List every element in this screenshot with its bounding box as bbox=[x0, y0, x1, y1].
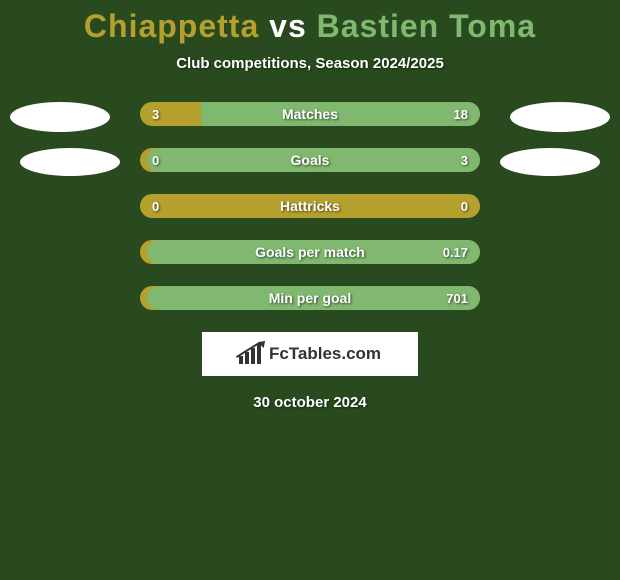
stat-row: 3 Matches 18 bbox=[0, 102, 620, 126]
stat-label: Matches bbox=[282, 106, 338, 122]
stat-bar: 0 Goals 3 bbox=[140, 148, 480, 172]
stat-bar: Goals per match 0.17 bbox=[140, 240, 480, 264]
stat-bar: 0 Hattricks 0 bbox=[140, 194, 480, 218]
stat-value-left: 0 bbox=[152, 153, 159, 168]
stat-label: Goals per match bbox=[255, 244, 365, 260]
stat-bar: Min per goal 701 bbox=[140, 286, 480, 310]
stat-value-right: 3 bbox=[461, 153, 468, 168]
stat-value-right: 0 bbox=[461, 199, 468, 214]
subtitle: Club competitions, Season 2024/2025 bbox=[0, 55, 620, 72]
stat-label: Goals bbox=[291, 152, 330, 168]
stat-row: 0 Hattricks 0 bbox=[0, 194, 620, 218]
stat-label: Min per goal bbox=[269, 290, 351, 306]
stat-row: Goals per match 0.17 bbox=[0, 240, 620, 264]
stat-label: Hattricks bbox=[280, 198, 340, 214]
stat-value-right: 18 bbox=[454, 107, 468, 122]
header: Chiappetta vs Bastien Toma Club competit… bbox=[0, 0, 620, 72]
stat-value-left: 3 bbox=[152, 107, 159, 122]
player2-name: Bastien Toma bbox=[317, 8, 536, 44]
stat-bar: 3 Matches 18 bbox=[140, 102, 480, 126]
date-text: 30 october 2024 bbox=[0, 394, 620, 411]
stat-row: 0 Goals 3 bbox=[0, 148, 620, 172]
logo-text: FcTables.com bbox=[269, 344, 381, 364]
stat-value-left: 0 bbox=[152, 199, 159, 214]
comparison-container: 3 Matches 18 0 Goals 3 0 Hattricks 0 Goals per ma… bbox=[0, 102, 620, 411]
stat-row: Min per goal 701 bbox=[0, 286, 620, 310]
logo-chart-icon bbox=[239, 344, 263, 364]
logo-box: FcTables.com bbox=[202, 332, 418, 376]
stat-value-right: 701 bbox=[446, 291, 468, 306]
player1-name: Chiappetta bbox=[84, 8, 259, 44]
stat-bar-fill bbox=[201, 102, 480, 126]
stat-value-right: 0.17 bbox=[443, 245, 468, 260]
vs-text: vs bbox=[269, 8, 307, 44]
stats-area: 3 Matches 18 0 Goals 3 0 Hattricks 0 Goals per ma… bbox=[0, 102, 620, 310]
comparison-title: Chiappetta vs Bastien Toma bbox=[0, 8, 620, 45]
